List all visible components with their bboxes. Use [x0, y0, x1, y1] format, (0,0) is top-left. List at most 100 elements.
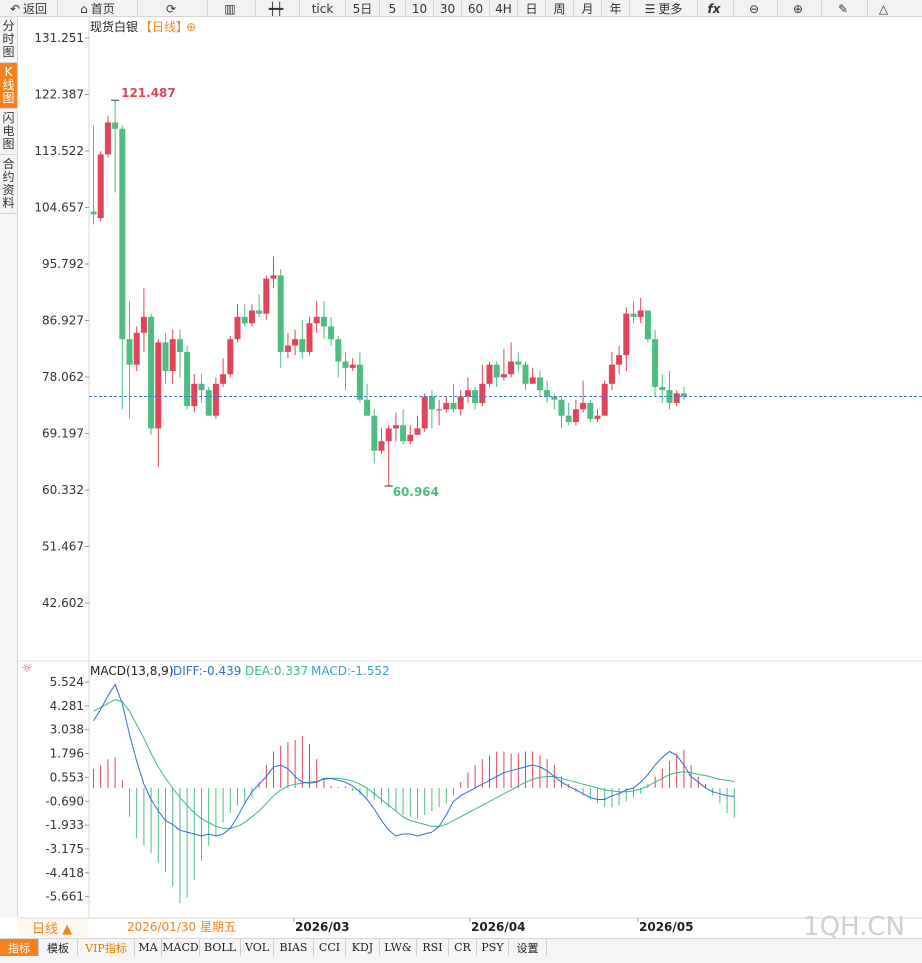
tab-kline[interactable]: K线图 — [0, 63, 17, 109]
indicator-tab[interactable]: BIAS — [274, 939, 314, 956]
candle-body — [558, 399, 565, 416]
back-button[interactable]: ↶ 返回 — [0, 0, 58, 17]
candle-body — [97, 154, 104, 219]
indicator-tab[interactable]: 模板 — [39, 939, 78, 956]
chart-title: 现货白银 — [90, 19, 138, 34]
candle-body — [594, 415, 601, 419]
macd-tick-label: -4.418 — [45, 866, 84, 880]
period-10-button[interactable]: 10 — [406, 0, 434, 17]
macd-tick-label: 3.038 — [50, 723, 84, 737]
period-year-button[interactable]: 年 — [602, 0, 630, 17]
indicator-tab[interactable]: KDJ — [346, 939, 380, 956]
indicator-tab[interactable]: PSY — [477, 939, 509, 956]
price-tick-label: 69.197 — [42, 427, 84, 441]
indicator-tab[interactable]: BOLL — [200, 939, 241, 956]
price-tick-label: 86.927 — [42, 314, 84, 328]
candle-body — [616, 355, 623, 365]
period-label: 周 — [553, 2, 566, 16]
candlestick-series[interactable] — [89, 100, 922, 487]
candle-body — [623, 313, 630, 356]
indicator-tab[interactable]: LW& — [380, 939, 417, 956]
candle-body — [313, 316, 320, 324]
candle-body — [637, 310, 644, 317]
tick-button[interactable]: tick — [300, 0, 346, 17]
price-axis: 131.251 122.387 113.522 104.657 95.792 86.927… — [34, 31, 89, 610]
candle-body — [263, 278, 270, 314]
indicator-tab[interactable]: 指标 — [0, 939, 39, 956]
back-label: 返回 — [23, 2, 48, 16]
candle-body — [644, 310, 651, 340]
candle-style-button[interactable]: ▥ — [208, 0, 256, 17]
candle-body — [536, 377, 543, 391]
indicator-tab[interactable]: CR — [449, 939, 477, 956]
five-day-button[interactable]: 5日 — [346, 0, 380, 17]
draw-button[interactable]: ✎ — [822, 0, 868, 17]
period-4h-button[interactable]: 4H — [490, 0, 518, 17]
macd-indicator[interactable] — [93, 683, 735, 904]
tab-flash-chart[interactable]: 闪电图 — [0, 109, 17, 155]
tick-label: tick — [311, 1, 334, 16]
candle-body — [529, 377, 536, 384]
ohlc-style-button[interactable]: ┿┿ — [256, 0, 300, 17]
candle-body — [284, 345, 291, 352]
candle-body — [479, 383, 486, 403]
candle-body — [328, 326, 335, 340]
candle-body — [601, 383, 608, 416]
tab-contract-info[interactable]: 合约资料 — [0, 155, 17, 214]
period-30-button[interactable]: 30 — [434, 0, 462, 17]
indicator-tab[interactable]: CCI — [314, 939, 346, 956]
shape-button[interactable]: △ — [868, 0, 902, 17]
refresh-button[interactable]: ⟳ — [138, 0, 208, 17]
period-month-button[interactable]: 月 — [574, 0, 602, 17]
candle-body — [277, 275, 284, 352]
cursor-date-label: 2026/01/30 星期五 — [127, 920, 236, 934]
period-label: 月 — [581, 2, 594, 16]
zoom-out-button[interactable]: ⊖ — [734, 0, 778, 17]
indicator-tab[interactable]: VOL — [241, 939, 274, 956]
zoom-in-button[interactable]: ⊕ — [778, 0, 822, 17]
tab-intraday[interactable]: 分时图 — [0, 17, 17, 63]
macd-tick-label: 4.281 — [50, 699, 84, 713]
five-day-label: 5日 — [352, 2, 373, 16]
indicator-tab[interactable]: MACD — [162, 939, 200, 956]
period-60-button[interactable]: 60 — [462, 0, 490, 17]
indicator-tab-bar: 指标 模板 VIP指标 MA MACD BOLL VOL BIAS CCI KDJ LW& RSI CR… — [0, 938, 922, 963]
candle-body — [104, 122, 111, 155]
indicator-tab[interactable]: VIP指标 — [78, 939, 135, 956]
candle-body — [220, 374, 227, 384]
period-label: 日 — [525, 2, 538, 16]
macd-tick-label: -1.933 — [45, 818, 84, 832]
indicator-tab[interactable]: 设置 — [509, 939, 547, 956]
dea-value: DEA:0.337 — [245, 664, 308, 678]
period-day-button[interactable]: 日 — [518, 0, 546, 17]
candle-body — [349, 364, 356, 368]
formula-button[interactable]: fx — [698, 0, 734, 17]
candle-body — [205, 390, 212, 416]
price-tick-label: 60.332 — [42, 483, 84, 497]
more-button[interactable]: ☰ 更多 — [630, 0, 698, 17]
macd-settings-icon: ☼ — [22, 661, 33, 675]
candle-body — [450, 402, 457, 410]
macd-tick-label: 5.524 — [50, 675, 84, 689]
zoom-in-icon: ⊕ — [792, 1, 804, 16]
indicator-tab[interactable]: MA — [135, 939, 162, 956]
candle-body — [508, 361, 515, 375]
candle-body — [299, 339, 306, 352]
period-5-button[interactable]: 5 — [380, 0, 406, 17]
candle-body — [148, 316, 155, 429]
candle-body — [169, 339, 176, 372]
home-button[interactable]: ⌂ 首页 — [58, 0, 138, 17]
period-selector-bg — [18, 919, 88, 937]
candle-body — [198, 383, 205, 391]
period-week-button[interactable]: 周 — [546, 0, 574, 17]
candle-body — [385, 428, 392, 442]
candle-body — [673, 393, 680, 403]
indicator-tab[interactable]: RSI — [417, 939, 449, 956]
candle-body — [457, 396, 464, 410]
zoom-out-icon: ⊖ — [748, 1, 760, 16]
macd-name: MACD(13,8,9) — [90, 664, 174, 678]
candle-body — [378, 441, 385, 451]
price-tick-label: 104.657 — [34, 201, 84, 215]
high-label: 121.487 — [121, 86, 176, 100]
back-arrow-icon: ↶ — [9, 1, 21, 16]
